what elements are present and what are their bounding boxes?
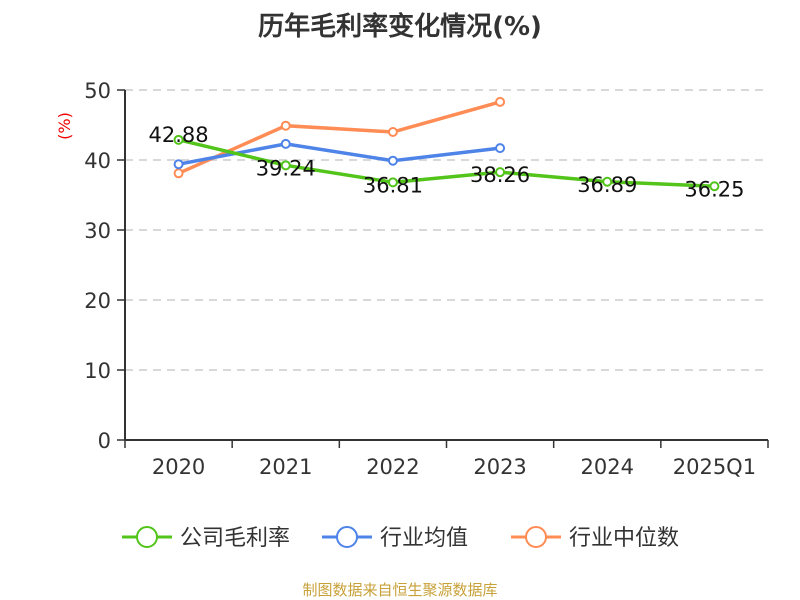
data-label: 36.89 <box>577 173 637 197</box>
x-tick-label: 2023 <box>473 455 526 479</box>
data-point <box>280 120 291 131</box>
data-label: 38.26 <box>470 163 530 187</box>
x-tick-label: 2021 <box>259 455 312 479</box>
data-point <box>495 167 506 178</box>
y-axis-label: (%) <box>55 112 74 140</box>
data-label: 36.25 <box>684 177 744 201</box>
data-point <box>387 155 398 166</box>
data-label: 39.24 <box>256 156 316 180</box>
x-tick-label: 2024 <box>581 455 634 479</box>
x-tick-label: 2022 <box>366 455 419 479</box>
series-line <box>177 100 501 175</box>
data-point <box>387 177 398 188</box>
data-point <box>709 181 720 192</box>
y-tick-label: 10 <box>84 359 111 383</box>
legend-marker-icon <box>336 526 358 548</box>
legend-label: 公司毛利率 <box>180 526 290 551</box>
data-point <box>602 176 613 187</box>
series-line <box>178 142 501 166</box>
data-label: 42.88 <box>149 123 209 147</box>
data-point <box>280 160 291 171</box>
data-point <box>387 127 398 137</box>
data-point <box>495 143 506 154</box>
legend-marker-icon <box>136 526 158 548</box>
source-note: 制图数据来自恒生聚源数据库 <box>302 581 498 599</box>
data-point <box>495 96 506 107</box>
x-tick-label: 2025Q1 <box>673 455 756 479</box>
y-tick-label: 40 <box>84 149 111 173</box>
legend-label: 行业均值 <box>380 526 468 551</box>
data-point <box>173 159 184 170</box>
data-point <box>173 134 184 145</box>
data-point <box>173 168 184 179</box>
y-tick-label: 50 <box>84 79 111 103</box>
legend-marker-icon <box>525 526 547 548</box>
data-label: 36.81 <box>363 173 423 197</box>
data-point <box>280 138 291 149</box>
y-tick-label: 0 <box>98 429 111 453</box>
legend-label: 行业中位数 <box>569 526 679 551</box>
x-tick-label: 2020 <box>152 455 205 479</box>
chart-title: 历年毛利率变化情况(%) <box>258 12 542 42</box>
series-line <box>178 138 715 188</box>
y-tick-label: 30 <box>84 219 111 243</box>
y-tick-label: 20 <box>84 289 111 313</box>
